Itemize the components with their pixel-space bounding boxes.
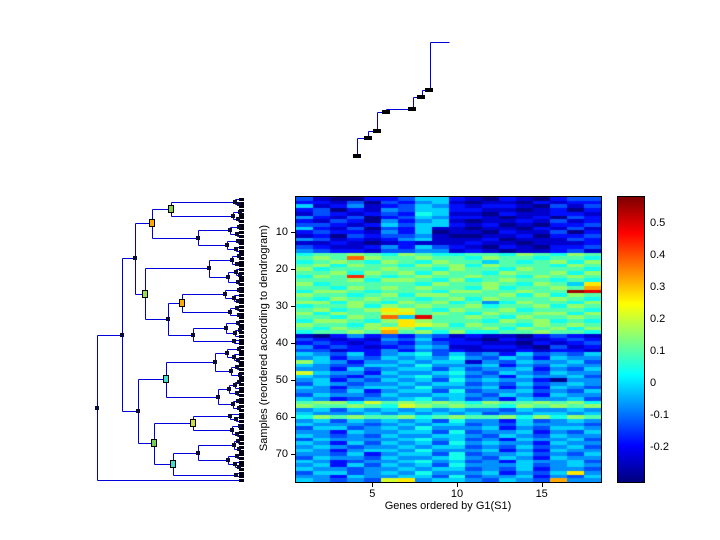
colorbar-canvas [618,197,644,482]
colorbar-tick-label: 0.2 [650,312,666,325]
colorbar-tick-label: 0.5 [650,216,666,229]
x-tick-label: 5 [369,488,376,500]
y-tick-label: 50 [275,374,288,387]
colorbar-tick-label: 0.1 [650,344,666,357]
y-tick-label: 60 [275,411,288,424]
y-tick-label: 40 [275,337,288,350]
colorbar-tick-label: 0 [650,376,657,389]
y-tick-label: 30 [275,300,288,313]
x-tick-label: 10 [450,488,464,500]
y-tick-label: 70 [275,448,288,461]
heatmap-canvas [296,197,601,482]
colorbar-tick-label: -0.1 [650,408,669,421]
x-axis-label: Genes ordered by G1(S1) [384,500,512,512]
y-tick-label: 10 [275,226,288,239]
colorbar-tick-label: -0.2 [650,440,669,453]
y-tick-label: 20 [275,263,288,276]
colorbar-tick-label: 0.3 [650,280,666,293]
x-tick-label: 15 [535,488,548,500]
colorbar-tick-label: 0.4 [650,248,666,261]
